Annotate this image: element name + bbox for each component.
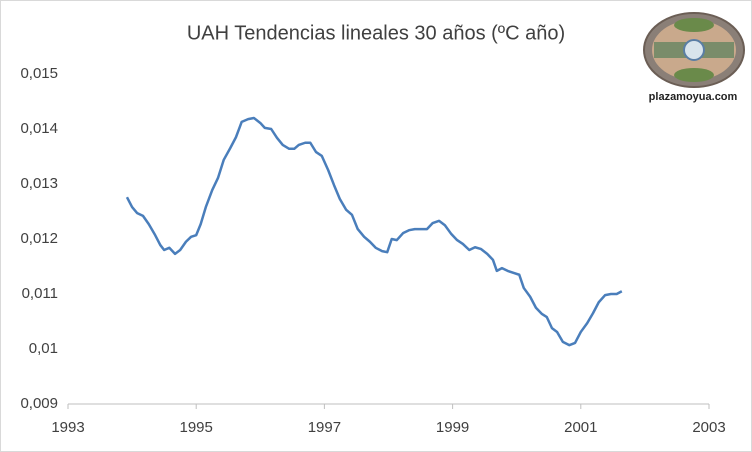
- x-tick-label: 1995: [180, 419, 213, 436]
- x-tick-label: 2001: [564, 419, 597, 436]
- y-tick-label: 0,011: [22, 285, 58, 302]
- x-tick-label: 2003: [692, 419, 725, 436]
- chart-title: UAH Tendencias lineales 30 años (ºC año): [187, 22, 565, 44]
- y-tick-label: 0,009: [20, 395, 58, 412]
- y-tick-label: 0,013: [20, 175, 58, 192]
- x-tick-label: 1993: [51, 419, 84, 436]
- y-tick-label: 0,012: [20, 230, 58, 247]
- x-tick-label: 1999: [436, 419, 469, 436]
- y-tick-label: 0,015: [20, 65, 58, 82]
- watermark: plazamoyua.com: [649, 91, 738, 103]
- logo: [643, 12, 745, 88]
- y-tick-label: 0,014: [20, 120, 58, 137]
- line-series: [125, 116, 623, 347]
- y-tick-label: 0,01: [29, 340, 58, 357]
- x-tick-label: 1997: [308, 419, 341, 436]
